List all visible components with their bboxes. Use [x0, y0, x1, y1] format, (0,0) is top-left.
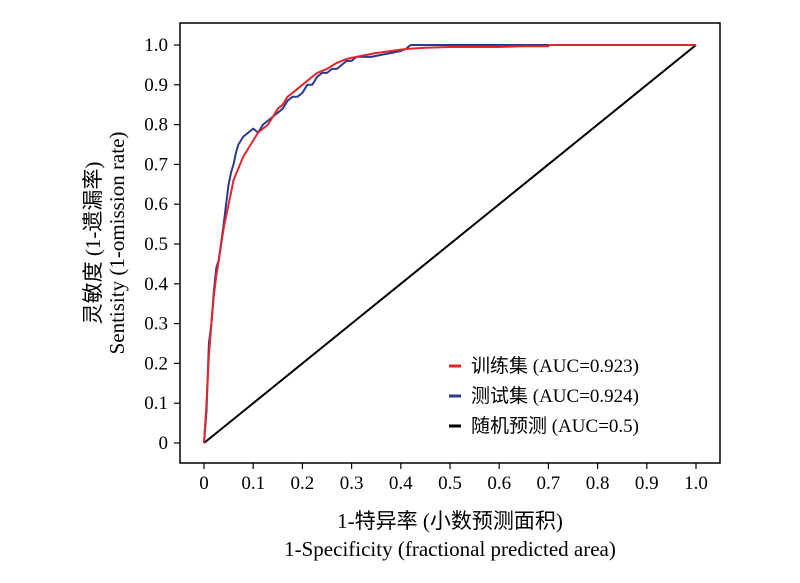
y-tick-label: 0.9 — [144, 75, 168, 96]
y-tick-label: 0.5 — [144, 234, 168, 255]
x-tick-label: 0.2 — [291, 473, 315, 494]
legend-label: 测试集 (AUC=0.924) — [471, 385, 639, 407]
x-tick-label: 0 — [199, 473, 209, 494]
legend-label: 随机预测 (AUC=0.5) — [471, 415, 639, 437]
x-tick-label: 0.6 — [487, 473, 511, 494]
y-tick-label: 0.8 — [144, 115, 168, 136]
random-prediction-line — [203, 44, 697, 444]
y-tick-label: 0 — [159, 433, 169, 454]
x-tick-label: 0.4 — [389, 473, 413, 494]
y-tick-label: 0.1 — [144, 393, 168, 414]
x-tick-label: 0.5 — [438, 473, 462, 494]
x-tick-label: 0.1 — [241, 473, 265, 494]
y-tick-label: 0.6 — [144, 194, 168, 215]
test-roc-line — [203, 44, 696, 444]
y-axis-subtitle: Sentisity (1-omission rate) — [105, 132, 129, 355]
x-tick-label: 0.7 — [537, 473, 561, 494]
y-tick-label: 0.3 — [144, 314, 168, 335]
y-axis-title: 灵敏度 (1-遗漏率) — [81, 162, 105, 325]
x-tick-label: 1.0 — [684, 473, 708, 494]
y-axis-ticks: 0 0.1 0.2 0.3 0.4 0.5 0.6 0.7 0.8 0.9 1.0 — [144, 35, 180, 454]
x-tick-label: 0.3 — [340, 473, 364, 494]
x-tick-label: 0.8 — [586, 473, 610, 494]
x-tick-label: 0.9 — [635, 473, 659, 494]
legend-label: 训练集 (AUC=0.923) — [471, 355, 639, 377]
y-tick-label: 0.2 — [144, 353, 168, 374]
y-tick-label: 1.0 — [144, 35, 168, 56]
training-roc-line — [203, 44, 696, 444]
y-tick-label: 0.4 — [144, 274, 168, 295]
y-tick-label: 0.7 — [144, 154, 168, 175]
x-axis-title: 1-特异率 (小数预测面积) — [337, 509, 563, 533]
legend: 训练集 (AUC=0.923) 测试集 (AUC=0.924) 随机预测 (AUC=… — [449, 355, 639, 437]
series-layer — [203, 44, 697, 444]
x-axis-subtitle: 1-Specificity (fractional predicted area… — [284, 537, 616, 561]
x-axis-ticks: 0 0.1 0.2 0.3 0.4 0.5 0.6 0.7 0.8 0.9 1.0 — [199, 463, 708, 494]
